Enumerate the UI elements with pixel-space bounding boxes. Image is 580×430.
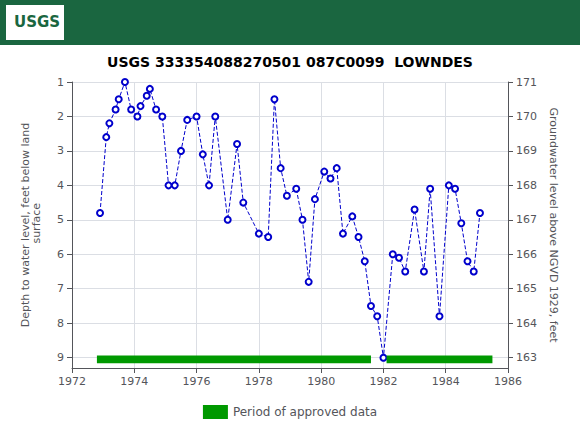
svg-text:Groundwater level above NGVD 1: Groundwater level above NGVD 1929, feet — [547, 107, 560, 343]
svg-text:169: 169 — [516, 144, 537, 157]
svg-text:1: 1 — [57, 76, 64, 89]
svg-text:164: 164 — [516, 317, 537, 330]
svg-text:171: 171 — [516, 76, 537, 89]
svg-text:1978: 1978 — [245, 375, 273, 388]
svg-text:1980: 1980 — [307, 375, 335, 388]
svg-text:167: 167 — [516, 213, 537, 226]
svg-text:170: 170 — [516, 110, 537, 123]
svg-text:6: 6 — [57, 248, 64, 261]
svg-text:8: 8 — [57, 317, 64, 330]
svg-text:163: 163 — [516, 351, 537, 364]
svg-text:Period of approved data: Period of approved data — [233, 405, 377, 419]
svg-text:7: 7 — [57, 282, 64, 295]
svg-text:1982: 1982 — [369, 375, 397, 388]
svg-text:USGS 333354088270501 087C0099: USGS 333354088270501 087C0099 LOWNDES — [107, 54, 473, 70]
svg-text:9: 9 — [57, 351, 64, 364]
svg-text:4: 4 — [57, 179, 64, 192]
svg-text:1972: 1972 — [58, 375, 86, 388]
svg-text:5: 5 — [57, 213, 64, 226]
svg-text:3: 3 — [57, 144, 64, 157]
svg-text:1984: 1984 — [432, 375, 460, 388]
svg-text:168: 168 — [516, 179, 537, 192]
svg-text:USGS: USGS — [14, 13, 60, 31]
svg-text:2: 2 — [57, 110, 64, 123]
svg-text:1974: 1974 — [120, 375, 148, 388]
svg-text:166: 166 — [516, 248, 537, 261]
svg-text:1976: 1976 — [183, 375, 211, 388]
svg-text:1986: 1986 — [494, 375, 522, 388]
svg-text:Depth to water level, feet bel: Depth to water level, feet below land — [19, 122, 32, 328]
svg-text:165: 165 — [516, 282, 537, 295]
svg-text:surface: surface — [30, 203, 43, 247]
